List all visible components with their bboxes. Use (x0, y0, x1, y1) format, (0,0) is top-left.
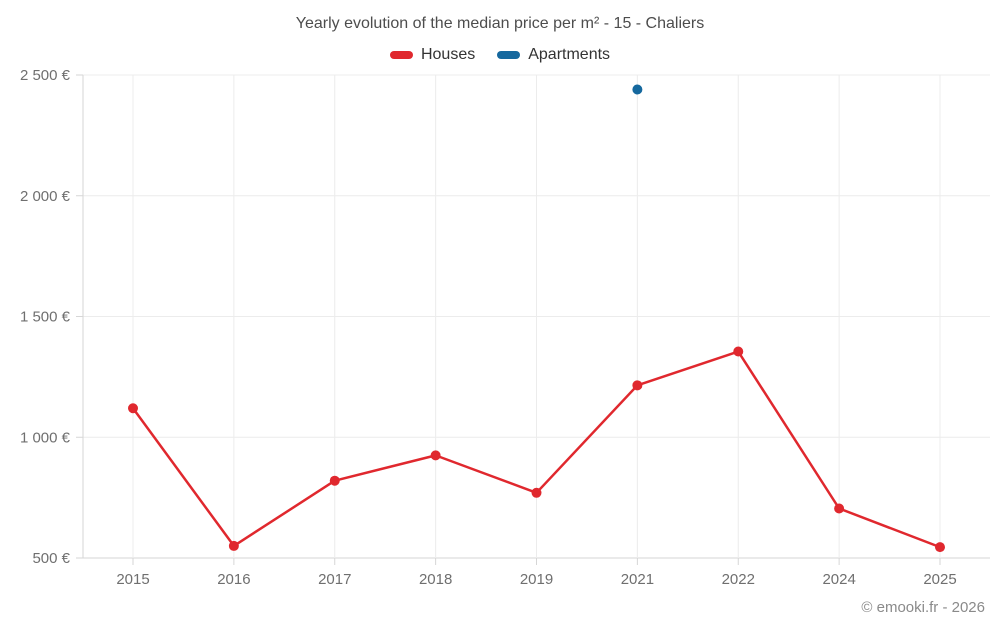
x-axis-label: 2019 (520, 571, 553, 588)
legend: Houses Apartments (0, 46, 1000, 64)
houses-swatch-icon (389, 51, 413, 59)
houses-point-2019[interactable] (531, 487, 542, 498)
y-axis-label: 500 € (32, 550, 70, 567)
x-axis-label: 2017 (318, 571, 351, 588)
x-axis-label: 2016 (217, 571, 250, 588)
legend-label-apartments: Apartments (528, 46, 611, 63)
houses-point-2021[interactable] (632, 380, 643, 391)
apartments-point-2021[interactable] (632, 84, 643, 95)
x-axis-label: 2021 (621, 571, 654, 588)
x-axis-label: 2018 (419, 571, 452, 588)
legend-label-houses: Houses (420, 46, 476, 63)
x-axis-label: 2022 (722, 571, 755, 588)
houses-point-2018[interactable] (430, 450, 441, 461)
houses-point-2015[interactable] (128, 403, 138, 414)
y-axis-label: 2 500 € (20, 67, 71, 84)
houses-point-2024[interactable] (834, 503, 845, 514)
houses-point-2025[interactable] (935, 542, 945, 553)
houses-point-2016[interactable] (228, 540, 239, 551)
x-axis-label: 2024 (822, 571, 855, 588)
chart-title: Yearly evolution of the median price per… (295, 15, 705, 32)
y-axis-label: 1 000 € (20, 429, 71, 446)
legend-item-houses[interactable]: Houses (389, 46, 476, 64)
y-axis-label: 1 500 € (20, 309, 71, 326)
houses-point-2017[interactable] (329, 475, 340, 486)
legend-item-apartments[interactable]: Apartments (497, 46, 610, 64)
y-axis-label: 2 000 € (20, 188, 71, 205)
apartments-swatch-icon (497, 51, 521, 59)
houses-point-2022[interactable] (733, 346, 744, 357)
x-axis-label: 2015 (116, 571, 149, 588)
footer-credit: © emooki.fr - 2026 (861, 599, 985, 616)
x-axis-label: 2025 (923, 571, 956, 588)
